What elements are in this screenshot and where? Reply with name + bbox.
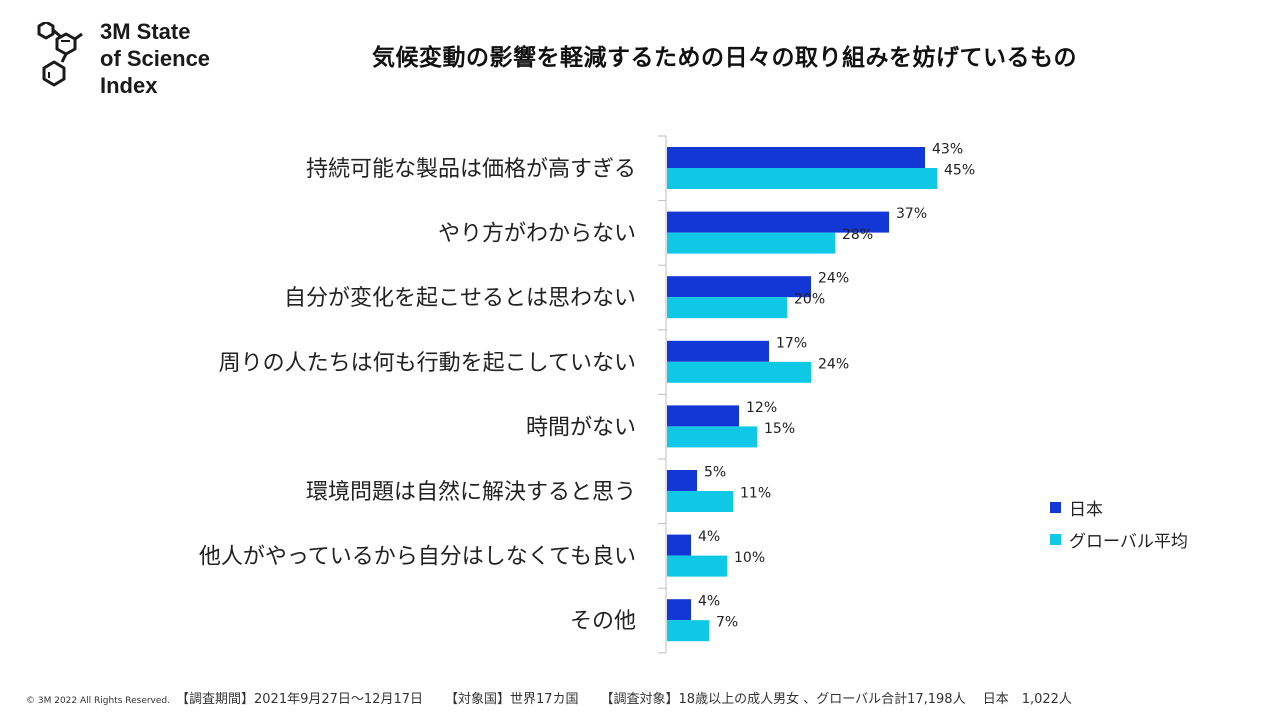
data-label-global: 28%: [842, 227, 873, 243]
category-label: 時間がない: [526, 415, 636, 440]
data-label-global: 10%: [734, 550, 765, 566]
legend-swatch-japan: [1050, 501, 1061, 513]
logo-text: 3M State of Science Index: [100, 18, 210, 99]
footer: © 3M 2022 All Rights Reserved. 【調査期間】2021…: [26, 688, 1072, 707]
chart-legend: 日本 グローバル平均: [1050, 494, 1188, 558]
molecule-icon: [37, 22, 83, 87]
bar-japan: [667, 211, 889, 233]
bar-japan: [667, 599, 691, 621]
bar-global: [667, 168, 937, 189]
bar-japan: [667, 470, 697, 491]
bar-global: [667, 620, 709, 642]
data-label-japan: 4%: [698, 594, 720, 610]
data-label-japan: 37%: [896, 206, 927, 222]
category-label: 環境問題は自然に解決すると思う: [306, 480, 636, 505]
data-label-global: 45%: [944, 163, 975, 179]
category-label: 周りの人たちは何も行動を起こしていない: [219, 351, 636, 376]
category-label: その他: [570, 609, 636, 634]
bar-global: [667, 555, 727, 577]
bar-global: [667, 361, 811, 383]
bar-japan: [667, 340, 769, 362]
data-label-japan: 4%: [698, 529, 720, 545]
data-label-japan: 5%: [704, 465, 726, 481]
bar-japan: [667, 534, 691, 556]
category-label: やり方がわからない: [438, 222, 636, 247]
category-label: 他人がやっているから自分はしなくても良い: [199, 545, 636, 570]
bar-global: [667, 426, 757, 448]
copyright-text: © 3M 2022 All Rights Reserved.: [26, 696, 170, 706]
category-label: 持続可能な製品は価格が高すぎる: [306, 157, 636, 182]
data-label-japan: 24%: [818, 271, 849, 287]
legend-label-japan: 日本: [1069, 499, 1103, 520]
survey-subjects: 【調査対象】18歳以上の成人男女 、グローバル合計17,198人 日本 1,02…: [600, 692, 1072, 707]
bar-japan: [667, 276, 811, 298]
data-label-global: 7%: [716, 615, 738, 631]
chart-title: 気候変動の影響を軽減するための日々の取り組みを妨げているもの: [372, 45, 1077, 71]
data-label-global: 20%: [794, 292, 825, 308]
category-label: 自分が変化を起こせるとは思わない: [284, 286, 636, 311]
legend-item-global: グローバル平均: [1050, 526, 1188, 552]
bar-japan: [667, 147, 925, 168]
data-label-japan: 17%: [776, 335, 807, 351]
logo-line-3: Index: [100, 73, 158, 98]
survey-period: 【調査期間】2021年9月27日～12月17日: [176, 692, 423, 707]
bar-global: [667, 297, 787, 319]
legend-item-japan: 日本: [1050, 494, 1188, 520]
logo-line-2: of Science: [100, 46, 211, 71]
legend-swatch-global: [1050, 533, 1061, 545]
data-label-global: 11%: [740, 486, 771, 502]
data-label-global: 24%: [818, 356, 849, 372]
bar-chart: 持続可能な製品は価格が高すぎる 43% 45% やり方がわからない 37% 28% 自分が変…: [199, 135, 975, 654]
bar-global: [667, 232, 835, 254]
survey-countries: 【対象国】世界17カ国: [444, 692, 579, 707]
brand-logo: 3M State of Science Index: [36, 16, 236, 106]
logo-line-1: 3M State: [100, 19, 191, 44]
data-label-japan: 12%: [746, 400, 777, 416]
data-label-global: 15%: [764, 421, 795, 437]
legend-label-global: グローバル平均: [1069, 531, 1188, 552]
bar-global: [667, 491, 733, 512]
bar-japan: [667, 405, 739, 427]
data-label-japan: 43%: [932, 142, 963, 158]
